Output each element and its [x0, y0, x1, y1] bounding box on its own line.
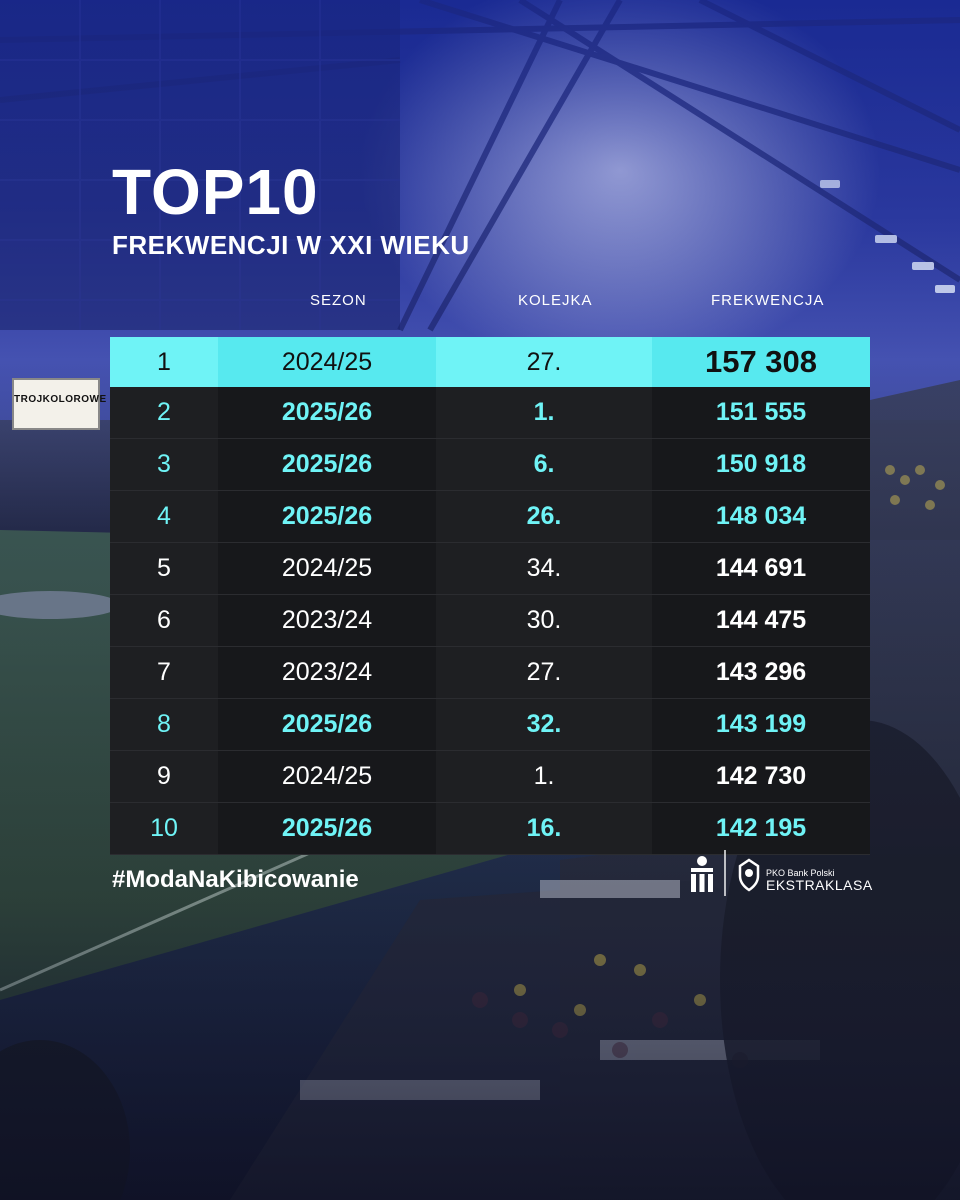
table-row: 10 2025/26 16. 142 195 — [110, 803, 870, 855]
column-header-round: KOLEJKA — [518, 292, 593, 309]
table-row: 1 2024/25 27. 157 308 — [110, 337, 870, 387]
stadium-banner: TROJKOLOROWE — [12, 378, 107, 430]
table-row: 8 2025/26 32. 143 199 — [110, 699, 870, 751]
round-cell: 32. — [526, 710, 562, 738]
table-row: 2 2025/26 1. 151 555 — [110, 387, 870, 439]
season-cell: 2024/25 — [218, 337, 436, 387]
attendance-cell: 142 195 — [652, 803, 870, 854]
ekstraklasa-trophy-icon — [738, 858, 760, 892]
season-cell: 2025/26 — [218, 803, 436, 854]
rank-cell: 10 — [150, 814, 178, 842]
round-cell: 16. — [526, 814, 562, 842]
sponsor-bank-name: PKO Bank Polski — [766, 868, 835, 878]
attendance-cell: 144 691 — [652, 543, 870, 594]
pko-logo-icon — [691, 856, 713, 892]
round-cell: 6. — [533, 450, 555, 478]
attendance-cell: 157 308 — [652, 337, 870, 387]
round-cell: 27. — [526, 347, 562, 376]
column-header-season: SEZON — [310, 292, 367, 309]
season-cell: 2025/26 — [218, 699, 436, 750]
rank-cell: 6 — [157, 606, 171, 634]
sponsor-league-name: EKSTRAKLASA — [766, 877, 873, 893]
attendance-cell: 143 296 — [652, 647, 870, 698]
season-cell: 2023/24 — [218, 595, 436, 646]
attendance-cell: 151 555 — [652, 387, 870, 438]
page-subtitle: FREKWENCJI W XXI WIEKU — [112, 230, 470, 260]
round-cell: 34. — [526, 554, 562, 582]
season-cell: 2023/24 — [218, 647, 436, 698]
attendance-cell: 144 475 — [652, 595, 870, 646]
divider — [724, 850, 726, 896]
table-row: 9 2024/25 1. 142 730 — [110, 751, 870, 803]
attendance-cell: 143 199 — [652, 699, 870, 750]
table-row: 4 2025/26 26. 148 034 — [110, 491, 870, 543]
rank-cell: 4 — [157, 502, 171, 530]
season-cell: 2024/25 — [218, 543, 436, 594]
attendance-cell: 142 730 — [652, 751, 870, 802]
rank-cell: 8 — [157, 710, 171, 738]
rank-cell: 5 — [157, 554, 171, 582]
page-title: TOP10 — [112, 156, 319, 228]
round-cell: 1. — [533, 762, 555, 790]
attendance-cell: 150 918 — [652, 439, 870, 490]
rank-cell: 9 — [157, 762, 171, 790]
season-cell: 2025/26 — [218, 387, 436, 438]
attendance-cell: 148 034 — [652, 491, 870, 542]
table-row: 5 2024/25 34. 144 691 — [110, 543, 870, 595]
season-cell: 2025/26 — [218, 439, 436, 490]
rank-cell: 3 — [157, 450, 171, 478]
season-cell: 2024/25 — [218, 751, 436, 802]
round-cell: 26. — [526, 502, 562, 530]
season-cell: 2025/26 — [218, 491, 436, 542]
round-cell: 30. — [526, 606, 562, 634]
table-row: 3 2025/26 6. 150 918 — [110, 439, 870, 491]
column-header-attendance: FREKWENCJA — [711, 292, 825, 309]
round-cell: 27. — [526, 658, 562, 686]
table-row: 6 2023/24 30. 144 475 — [110, 595, 870, 647]
table-row: 7 2023/24 27. 143 296 — [110, 647, 870, 699]
rank-cell: 7 — [157, 658, 171, 686]
round-cell: 1. — [533, 398, 555, 426]
hashtag: #ModaNaKibicowanie — [112, 866, 359, 893]
stadium-banner-text: TROJKOLOROWE — [14, 394, 107, 405]
attendance-table: 1 2024/25 27. 157 308 2 2025/26 1. 151 5… — [110, 337, 870, 855]
rank-cell: 1 — [157, 347, 171, 376]
rank-cell: 2 — [157, 398, 171, 426]
